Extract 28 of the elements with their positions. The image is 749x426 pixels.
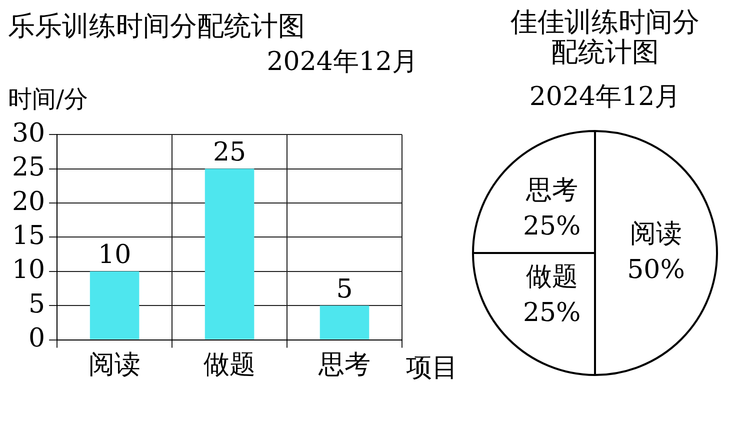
y-tick-label: 10 bbox=[12, 255, 46, 286]
bar bbox=[90, 271, 140, 340]
data-label: 50% bbox=[627, 255, 685, 286]
chart-subtitle: 2024年12月 bbox=[528, 81, 682, 114]
data-label: 10 bbox=[98, 240, 132, 270]
x-tick-label: 思考 bbox=[318, 350, 371, 380]
slice-label: 做题 bbox=[526, 262, 578, 292]
bar bbox=[320, 306, 370, 340]
data-label: 25 bbox=[212, 138, 246, 168]
y-axis-title: 时间/分 bbox=[8, 84, 90, 115]
x-axis-title: 项目 bbox=[406, 352, 458, 383]
slice-label: 思考 bbox=[524, 176, 578, 206]
chart-subtitle: 2024年12月 bbox=[266, 46, 419, 79]
slice-label: 阅读 bbox=[630, 219, 682, 250]
chart-title: 乐乐训练时间分配统计图 bbox=[8, 10, 306, 44]
bar bbox=[204, 168, 254, 340]
data-label: 25% bbox=[522, 212, 581, 242]
data-label: 25% bbox=[522, 298, 581, 328]
y-tick-label: 0 bbox=[28, 324, 46, 354]
x-tick-label: 做题 bbox=[204, 350, 256, 380]
y-tick-label: 25 bbox=[12, 152, 46, 183]
chart-title: 佳佳训练时间分配统计图 bbox=[510, 7, 700, 68]
data-label: 5 bbox=[336, 274, 353, 304]
x-tick-label: 阅读 bbox=[88, 350, 141, 380]
y-tick-label: 20 bbox=[12, 186, 46, 217]
y-tick-label: 5 bbox=[28, 289, 46, 320]
y-tick-label: 15 bbox=[12, 220, 46, 251]
y-tick-label: 30 bbox=[12, 118, 46, 148]
